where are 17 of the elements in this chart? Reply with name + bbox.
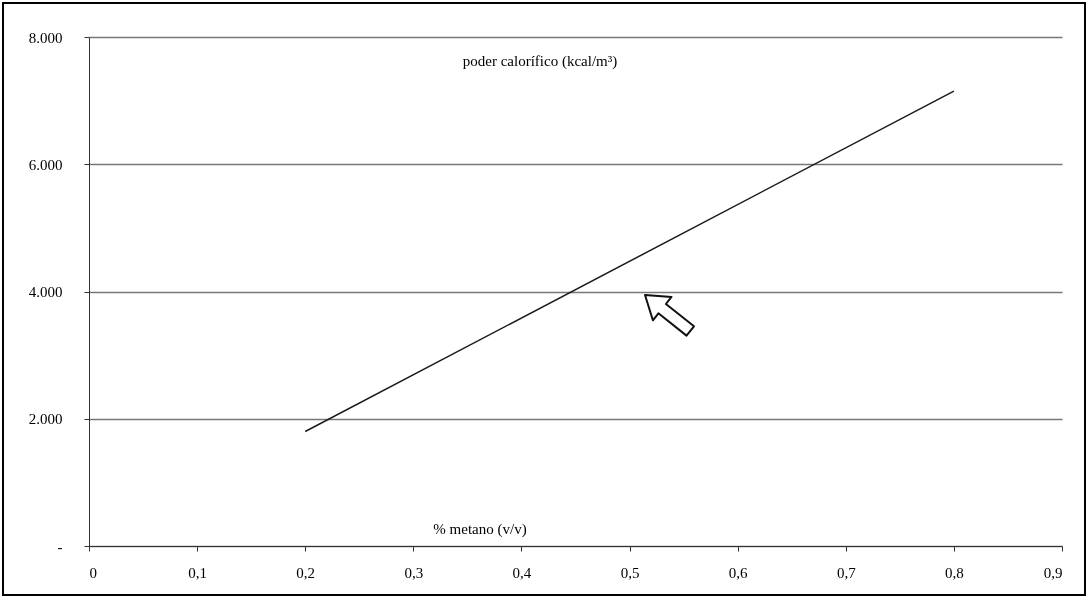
x-axis-title: % metano (v/v) [433,521,527,538]
x-tick-label: 0,9 [1043,564,1063,581]
y-tick-label: - [57,538,63,555]
y-tick-label: 2.000 [28,411,63,428]
x-tick-label: 0,4 [512,564,532,581]
x-tick-label: 0,2 [296,564,316,581]
y-axis-title: poder calorífico (kcal/m³) [462,53,618,70]
x-tick-label: 0,7 [836,564,857,581]
x-tick-label: 0,3 [404,564,424,581]
x-tick-label: 0,6 [728,564,749,581]
x-tick-label: 0,5 [620,564,640,581]
x-tick-label: 0 [89,564,97,581]
x-tick-label: 0,1 [188,564,207,581]
x-tick-label: 0,8 [945,564,964,581]
y-tick-label: 6.000 [28,156,63,173]
y-tick-label: 8.000 [28,29,63,46]
y-tick-label: 4.000 [28,284,63,300]
